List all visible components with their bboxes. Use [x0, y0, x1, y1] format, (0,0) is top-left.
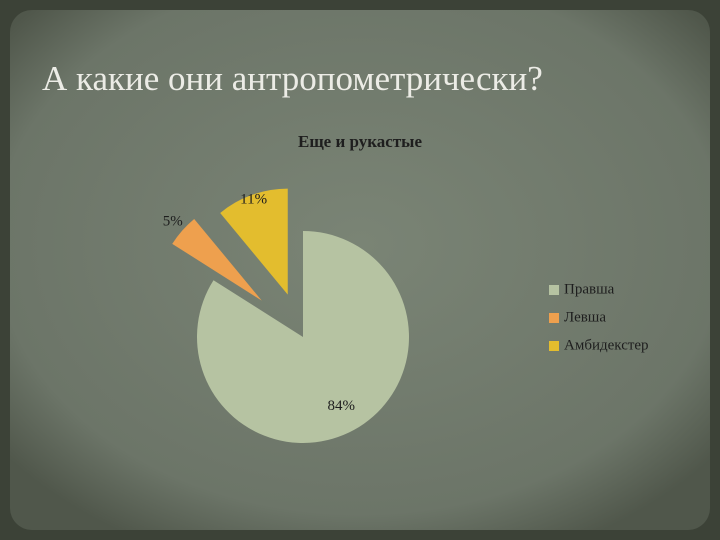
legend-swatch — [549, 341, 559, 351]
data-label: 84% — [328, 398, 356, 414]
legend-swatch — [549, 285, 559, 295]
legend-label: Правша — [564, 281, 615, 297]
legend-label: Левша — [564, 309, 606, 325]
pie-slice — [196, 231, 409, 443]
data-label: 11% — [240, 191, 267, 207]
legend-swatch — [549, 313, 559, 323]
pie-slice — [172, 218, 262, 301]
pie: 84% 5% 11% — [163, 188, 409, 443]
legend: Правша Левша Амбидекстер — [549, 281, 649, 353]
legend-label: Амбидекстер — [564, 337, 649, 353]
data-label: 5% — [163, 214, 183, 230]
chart-title: Еще и рукастые — [298, 132, 422, 151]
slide-title: А какие они антропометрически? — [42, 59, 543, 98]
pie-slice — [220, 188, 288, 295]
